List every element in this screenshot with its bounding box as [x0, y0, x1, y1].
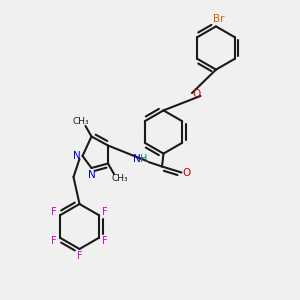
- Text: O: O: [183, 167, 191, 178]
- Text: F: F: [77, 250, 82, 261]
- Text: N: N: [133, 154, 140, 164]
- Text: F: F: [102, 236, 107, 246]
- Text: F: F: [102, 207, 107, 217]
- Text: F: F: [52, 236, 57, 246]
- Text: O: O: [192, 89, 201, 100]
- Text: Br: Br: [213, 14, 225, 24]
- Text: N: N: [88, 169, 95, 180]
- Text: CH₃: CH₃: [73, 117, 89, 126]
- Text: F: F: [52, 207, 57, 217]
- Text: N: N: [73, 151, 81, 161]
- Text: H: H: [140, 154, 148, 164]
- Text: CH₃: CH₃: [112, 174, 128, 183]
